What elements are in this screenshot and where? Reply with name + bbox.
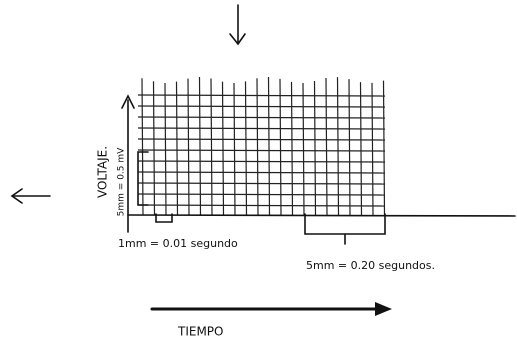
time-arrow-head [375,302,392,316]
small-time-label: 1mm = 0.01 segundo [118,237,238,250]
grid-line [138,128,385,129]
large-time-label: 5mm = 0.20 segundos. [306,259,435,272]
large-time-bracket [305,214,385,244]
grid-line [177,82,178,215]
grid-line [138,194,385,195]
baseline [128,215,515,216]
grid-line [138,150,385,151]
grid-line [138,172,385,173]
grid-line [223,82,224,215]
grid-line [138,161,385,162]
diagram: VOLTAJE. 5mm = 0.5 mV 1mm = 0.01 segundo… [0,0,517,349]
grid-line [138,95,385,96]
ecg-grid [138,77,385,215]
voltage-scale-label: 5mm = 0.5 mV [117,147,127,216]
grid-line [154,81,155,215]
grid-line [138,139,385,140]
voltage-label: VOLTAJE. [96,146,110,198]
grid-line [138,106,385,107]
grid-line [138,117,385,118]
grid-line [234,83,235,215]
grid-line [138,205,385,206]
time-label: TIEMPO [177,325,224,339]
grid-line [138,183,385,184]
grid-line [165,83,166,215]
